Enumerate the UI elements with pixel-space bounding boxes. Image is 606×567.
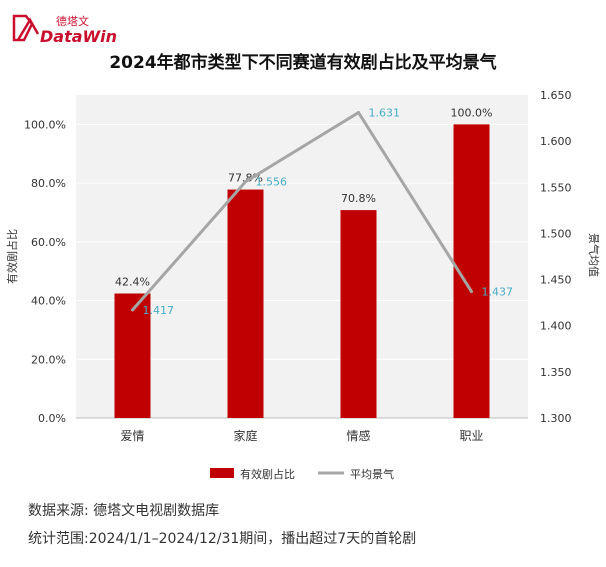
right-tick-label: 1.300	[540, 412, 572, 425]
line-series	[131, 111, 473, 312]
right-axis-title: 景气均值	[587, 233, 601, 277]
data-range-note: 统计范围:2024/1/1–2024/12/31期间，播出超过7天的首轮剧	[28, 531, 417, 547]
line-data-label: 1.631	[369, 107, 401, 120]
chart-title: 2024年都市类型下不同赛道有效剧占比及平均景气	[109, 53, 497, 73]
logo-mark-icon	[12, 14, 40, 42]
bar	[340, 210, 377, 418]
category-label: 家庭	[233, 428, 257, 443]
logo-text-cn: 德塔文	[56, 15, 89, 28]
left-tick-label: 20.0%	[31, 353, 66, 366]
category-label: 爱情	[120, 429, 144, 443]
left-tick-label: 100.0%	[24, 118, 66, 131]
line-data-label: 1.437	[482, 286, 514, 299]
combo-chart: 0.0% 20.0% 40.0% 60.0% 80.0% 100.0% 1.300 1.350…	[5, 89, 601, 481]
right-tick-label: 1.350	[540, 366, 572, 379]
legend-swatch-bar	[210, 468, 234, 478]
right-tick-label: 1.550	[540, 181, 572, 194]
legend-label-bar: 有效剧占比	[240, 467, 295, 481]
left-axis-title: 有效剧占比	[5, 229, 19, 284]
data-source-note: 数据来源: 德塔文电视剧数据库	[28, 503, 220, 519]
left-tick-label: 60.0%	[31, 236, 66, 249]
right-tick-label: 1.400	[540, 320, 572, 333]
datawin-logo: 德塔文 DataWin	[10, 10, 120, 46]
line-point	[470, 290, 473, 294]
right-tick-label: 1.650	[540, 89, 572, 102]
line-point	[244, 180, 247, 184]
line-data-label: 1.417	[143, 304, 175, 317]
right-tick-label: 1.600	[540, 135, 572, 148]
bar-data-label: 70.8%	[341, 192, 376, 205]
bar-data-label: 42.4%	[115, 275, 150, 288]
right-tick-label: 1.450	[540, 274, 572, 287]
left-tick-label: 40.0%	[31, 295, 66, 308]
category-label: 职业	[459, 429, 483, 443]
logo-text-en: DataWin	[40, 27, 118, 46]
right-tick-label: 1.500	[540, 227, 572, 240]
line-point	[131, 308, 134, 312]
left-tick-label: 0.0%	[38, 412, 66, 425]
line-data-label: 1.556	[256, 176, 288, 189]
left-tick-label: 80.0%	[31, 177, 66, 190]
legend-label-line: 平均景气	[350, 467, 394, 481]
bar-data-label: 100.0%	[451, 106, 493, 119]
line-point	[357, 111, 360, 115]
bar	[227, 189, 264, 418]
category-label: 情感	[346, 428, 370, 443]
bar	[114, 293, 151, 418]
